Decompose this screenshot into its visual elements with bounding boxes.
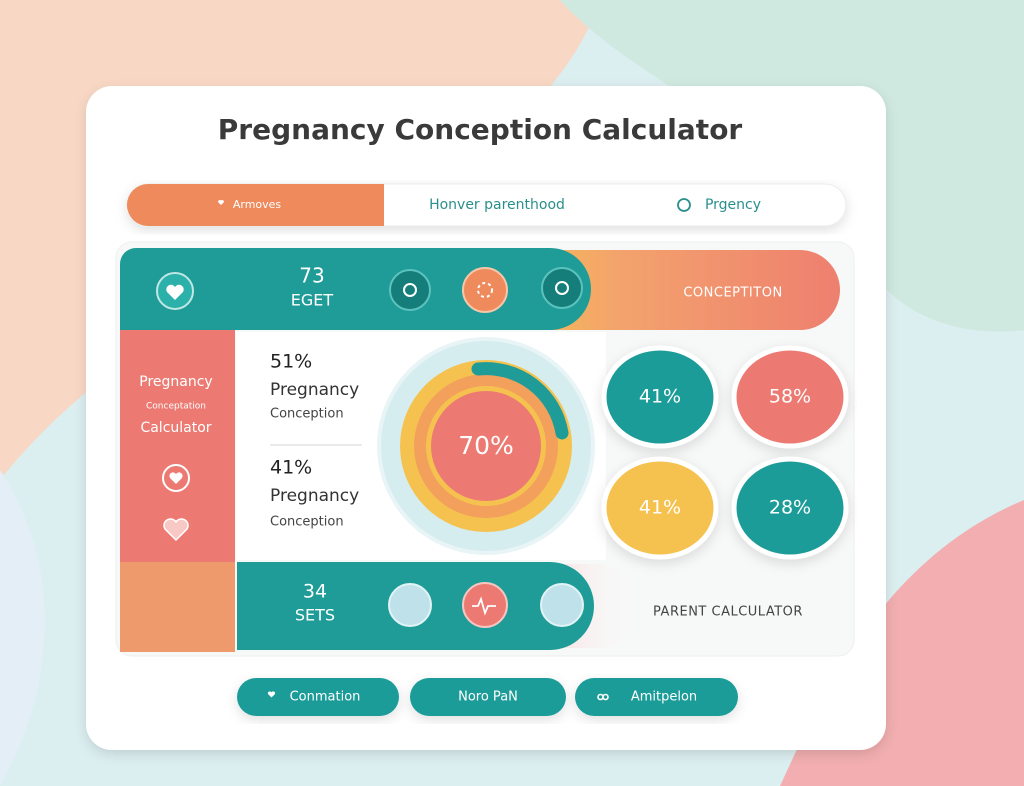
tab-label[interactable]: Honver parenthood [429,197,565,213]
button-icon [267,691,276,698]
donut-value: 70% [458,431,514,460]
tab-active[interactable] [127,184,384,226]
circle-value: 41% [639,386,681,408]
icon-button[interactable] [388,583,432,627]
stat-circle [731,456,849,560]
button[interactable] [575,678,738,716]
bg-blob-blue [0,470,45,786]
stat-subtitle: Conception [270,515,344,530]
tab-label[interactable]: Armoves [233,198,282,211]
button-icon [597,693,609,701]
sidebar-title: Pregnancy [139,374,212,390]
bottom-label: SETS [295,606,335,625]
stat-circle [731,345,849,449]
icon-button[interactable] [389,269,431,311]
stat-percent: 41% [270,457,312,479]
heart-icon [169,472,183,484]
sidebar-label: Calculator [140,420,211,436]
button-label[interactable]: Conmation [290,690,361,705]
icon-button[interactable] [462,267,508,313]
button-label[interactable]: Noro PaN [458,690,518,705]
tab-icon [677,198,691,212]
bottom-caption: PARENT CALCULATOR [653,605,803,620]
icon-button[interactable] [541,267,583,309]
title: Pregnancy Conception Calculator [218,113,743,146]
stat-title: Pregnancy [270,486,359,506]
tab-label[interactable]: Prgency [705,197,761,213]
button-label[interactable]: Amitpelon [631,690,697,705]
stat-title: Pregnancy [270,380,359,400]
circle-value: 41% [639,497,681,519]
stat-circle [601,345,719,449]
circle-value: 58% [769,386,811,408]
pulse-icon [472,596,496,616]
heart-icon [166,284,184,300]
button[interactable] [410,678,566,716]
bottom-number: 34 [303,581,327,603]
icon-button[interactable] [462,582,508,628]
icon-glyph [555,281,569,295]
stat-percent: 51% [270,351,312,373]
donut-center [431,391,541,501]
icon-glyph [403,283,417,297]
heart-icon [163,518,189,542]
button[interactable] [237,678,399,716]
donut-arc [471,362,569,440]
sidebar-icon [162,464,190,492]
tab-icon [217,200,225,205]
stat-circle [601,456,719,560]
circle-value: 28% [769,497,811,519]
sidebar-subtitle: Conceptation [146,402,206,412]
top-label: EGET [291,291,334,310]
top-caption: CONCEPTITON [683,286,782,301]
icon-button[interactable] [540,583,584,627]
icon-glyph [477,282,493,298]
top-number: 73 [299,264,324,288]
stat-subtitle: Conception [270,407,344,422]
sidebar-corner [120,636,235,652]
